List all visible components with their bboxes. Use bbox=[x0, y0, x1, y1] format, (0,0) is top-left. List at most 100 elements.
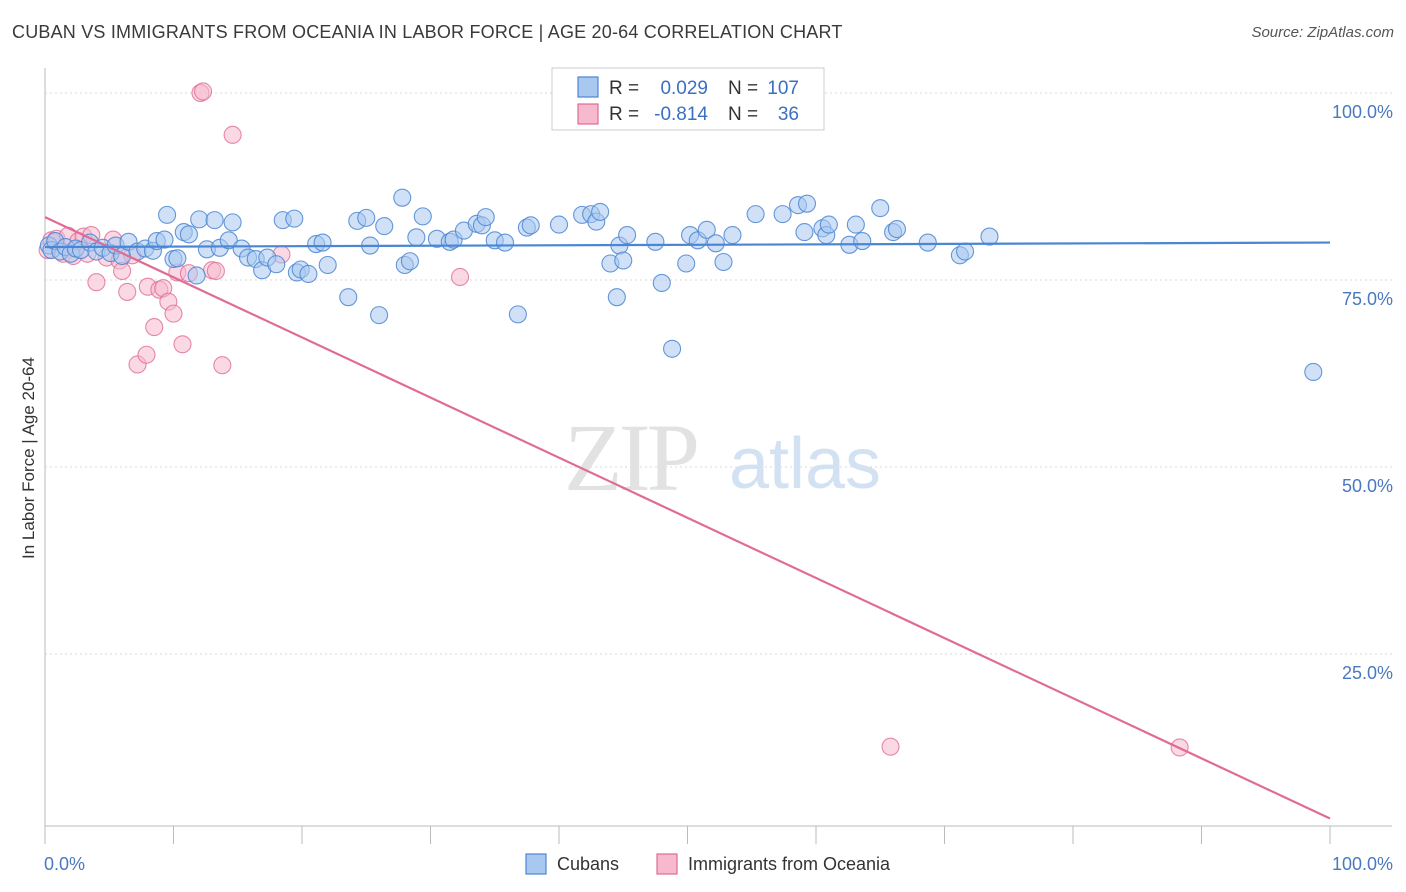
x-tick-label: 0.0% bbox=[44, 854, 85, 874]
cuban-point bbox=[400, 252, 419, 271]
y-tick-label: 25.0% bbox=[1342, 663, 1393, 683]
axes bbox=[44, 68, 1392, 844]
cuban-point bbox=[393, 188, 412, 207]
legend-n-label-2: N = bbox=[728, 104, 758, 125]
y-tick-label: 50.0% bbox=[1342, 476, 1393, 496]
cuban-point bbox=[853, 232, 872, 251]
cuban-point bbox=[318, 255, 337, 275]
bottom-legend-swatch-oceania bbox=[656, 853, 678, 875]
cuban-point bbox=[980, 227, 999, 246]
watermark: ZIP atlas bbox=[564, 404, 881, 511]
series-legend: Cubans Immigrants from Oceania bbox=[525, 853, 891, 875]
oceania-trend-line bbox=[44, 216, 1331, 820]
watermark-zip: ZIP bbox=[564, 404, 697, 511]
cuban-point bbox=[646, 232, 665, 251]
cuban-point bbox=[299, 264, 318, 284]
cuban-point bbox=[607, 288, 626, 307]
source-label: Source: ZipAtlas.com bbox=[1251, 24, 1394, 41]
cuban-point bbox=[155, 230, 174, 249]
gridlines bbox=[45, 92, 1392, 655]
legend-n-value-1: 107 bbox=[767, 78, 799, 99]
cuban-point bbox=[652, 273, 671, 293]
oceania-point bbox=[118, 282, 137, 301]
cuban-point bbox=[795, 223, 814, 242]
oceania-point bbox=[194, 82, 213, 101]
cuban-point bbox=[219, 231, 238, 250]
cuban-point bbox=[357, 208, 376, 227]
cuban-point bbox=[223, 213, 242, 232]
cuban-point bbox=[158, 205, 177, 224]
cuban-point bbox=[179, 225, 198, 244]
cubans-points bbox=[39, 188, 1323, 382]
cuban-point bbox=[267, 255, 286, 274]
cuban-point bbox=[591, 202, 610, 221]
trend-lines bbox=[44, 216, 1331, 820]
legend-swatch-oceania bbox=[577, 103, 599, 125]
y-tick-label: 75.0% bbox=[1342, 289, 1393, 309]
cuban-point bbox=[773, 205, 792, 224]
cuban-point bbox=[187, 266, 206, 285]
bottom-legend-swatch-cubans bbox=[525, 853, 547, 875]
cuban-point bbox=[407, 228, 426, 247]
cuban-point bbox=[663, 339, 682, 358]
cuban-point bbox=[375, 217, 394, 236]
cuban-point bbox=[846, 215, 865, 234]
x-tick-labels: 0.0% 100.0% bbox=[44, 854, 1393, 874]
correlation-legend: R = 0.029 N = 107 R = -0.814 N = 36 bbox=[551, 67, 825, 131]
cuban-point bbox=[205, 211, 224, 230]
oceania-point bbox=[223, 125, 242, 144]
cuban-point bbox=[618, 226, 637, 245]
oceania-point bbox=[145, 318, 164, 337]
oceania-point bbox=[451, 267, 470, 287]
cuban-point bbox=[797, 194, 817, 213]
cuban-point bbox=[746, 205, 765, 224]
cuban-point bbox=[956, 242, 975, 261]
legend-swatch-cubans bbox=[577, 76, 599, 98]
cuban-point bbox=[339, 288, 358, 307]
cuban-point bbox=[706, 234, 725, 253]
legend-r-value-1: 0.029 bbox=[660, 78, 708, 99]
cuban-point bbox=[476, 208, 495, 227]
bottom-legend-cubans: Cubans bbox=[557, 854, 619, 874]
y-tick-labels: 25.0% 50.0% 75.0% 100.0% bbox=[1332, 102, 1393, 683]
oceania-point bbox=[173, 335, 192, 354]
y-tick-label: 100.0% bbox=[1332, 102, 1393, 122]
oceania-point bbox=[213, 356, 232, 375]
cuban-point bbox=[168, 249, 187, 268]
oceania-point bbox=[137, 345, 156, 364]
cuban-point bbox=[723, 226, 742, 245]
bottom-legend-oceania: Immigrants from Oceania bbox=[688, 854, 891, 874]
cuban-point bbox=[521, 216, 540, 235]
oceania-point bbox=[164, 304, 183, 323]
cuban-point bbox=[614, 251, 633, 270]
cuban-point bbox=[413, 207, 432, 226]
cubans-trend-line bbox=[44, 241, 1331, 249]
cuban-point bbox=[887, 220, 907, 239]
watermark-atlas: atlas bbox=[729, 424, 881, 504]
legend-n-value-2: 36 bbox=[778, 104, 799, 125]
legend-r-value-2: -0.814 bbox=[654, 104, 708, 125]
legend-r-label-2: R = bbox=[609, 104, 639, 125]
oceania-point bbox=[206, 261, 225, 281]
y-axis-label: In Labor Force | Age 20-64 bbox=[19, 357, 38, 559]
cuban-point bbox=[714, 252, 733, 272]
legend-n-label-1: N = bbox=[728, 78, 758, 99]
cuban-point bbox=[508, 305, 527, 324]
cuban-point bbox=[819, 215, 838, 234]
cuban-point bbox=[549, 215, 569, 234]
cuban-point bbox=[697, 220, 716, 239]
cuban-point bbox=[1304, 362, 1323, 382]
chart-title: CUBAN VS IMMIGRANTS FROM OCEANIA IN LABO… bbox=[12, 22, 843, 42]
cuban-point bbox=[871, 199, 890, 218]
oceania-point bbox=[881, 737, 900, 756]
x-tick-label: 100.0% bbox=[1332, 854, 1393, 874]
cuban-point bbox=[918, 233, 937, 252]
cuban-point bbox=[495, 233, 515, 252]
cuban-point bbox=[370, 306, 389, 325]
oceania-point bbox=[87, 273, 106, 292]
cuban-point bbox=[190, 210, 209, 229]
cuban-point bbox=[677, 254, 696, 273]
legend-r-label-1: R = bbox=[609, 78, 639, 99]
cuban-point bbox=[285, 209, 304, 228]
